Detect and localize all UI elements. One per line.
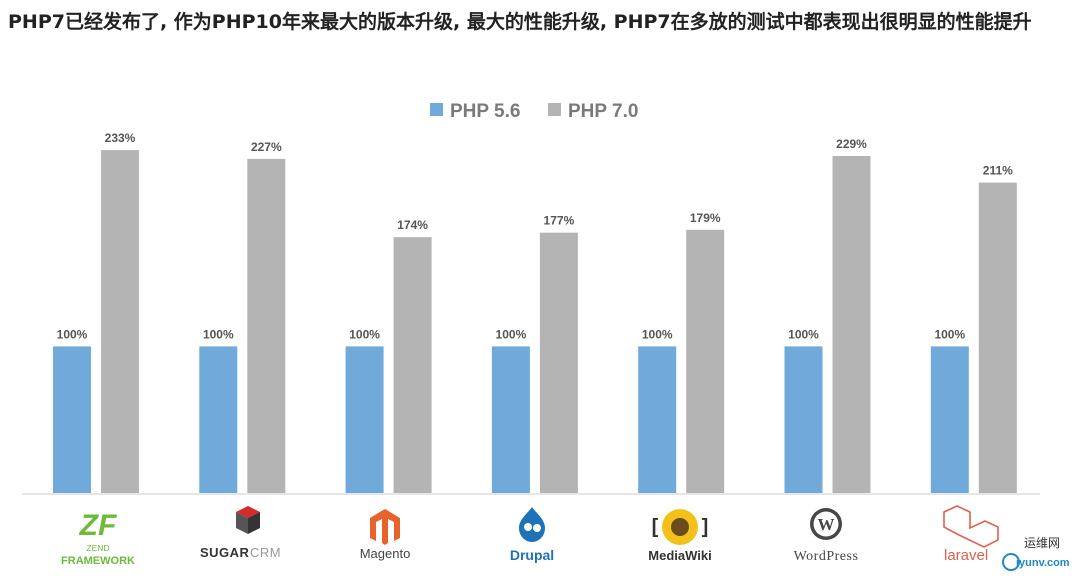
- data-label-php56-0: 100%: [57, 327, 88, 341]
- zend-logo-bottom: FRAMEWORK: [61, 555, 135, 567]
- legend-swatch-php70: [548, 103, 561, 116]
- magento-hex-icon: [370, 509, 400, 545]
- magento-logo-text: Magento: [360, 546, 411, 561]
- sugar-cube-icon: [236, 506, 260, 534]
- drupal-logo-text: Drupal: [510, 547, 554, 563]
- zend-framework-logo: ZF ZEND FRAMEWORK: [61, 509, 135, 567]
- data-label-php56-4: 100%: [642, 327, 673, 341]
- bar-php56-1: [199, 346, 238, 494]
- laravel-logo: laravel: [943, 505, 999, 564]
- data-label-php70-1: 227%: [251, 140, 282, 154]
- bar-php70-2: [393, 237, 432, 494]
- data-label-php56-6: 100%: [934, 327, 965, 341]
- bar-php56-4: [638, 346, 677, 494]
- watermark-domain: iyunv.com: [1016, 557, 1070, 569]
- data-label-php70-2: 174%: [397, 218, 428, 232]
- bar-php56-0: [53, 346, 91, 494]
- bar-php70-6: [978, 182, 1017, 494]
- data-label-php70-0: 233%: [105, 131, 136, 145]
- data-label-php56-5: 100%: [788, 327, 819, 341]
- svg-text:[: [: [652, 516, 659, 538]
- mediawiki-logo-text: MediaWiki: [648, 548, 711, 563]
- laravel-mark-icon: [943, 505, 999, 548]
- sunflower-icon: [ ]: [652, 509, 709, 545]
- bar-php56-3: [491, 346, 530, 494]
- bar-php56-6: [930, 346, 969, 494]
- bar-group: 100% 100% 100% 100% 100% 100% 100% 233% 227% 174%…: [53, 131, 1017, 495]
- watermark-name: 运维网: [1024, 536, 1060, 550]
- bar-php70-1: [247, 158, 286, 494]
- data-label-php56-2: 100%: [349, 327, 380, 341]
- data-label-php70-6: 211%: [983, 164, 1013, 178]
- legend-label-php56: PHP 5.6: [450, 101, 520, 122]
- bar-php70-4: [686, 229, 725, 495]
- legend-swatch-php56: [430, 103, 443, 116]
- site-watermark: 运维网 iyunv.com: [1002, 536, 1070, 571]
- data-label-php70-3: 177%: [544, 214, 575, 228]
- legend-label-php70: PHP 7.0: [568, 101, 638, 122]
- zend-logo-top: ZEND: [86, 543, 109, 553]
- laravel-logo-text: laravel: [944, 547, 988, 564]
- sugarcrm-logo: SUGAR CRM: [200, 506, 281, 560]
- bar-php56-5: [784, 346, 823, 494]
- watermark-ring-icon: [1002, 553, 1020, 571]
- zf-mark-icon: ZF: [79, 509, 117, 542]
- chart-legend: PHP 5.6 PHP 7.0: [430, 101, 638, 122]
- sugar-logo-part2: CRM: [250, 545, 281, 560]
- data-label-php56-3: 100%: [496, 327, 527, 341]
- data-label-php56-1: 100%: [203, 327, 234, 341]
- bar-php70-0: [101, 150, 139, 494]
- bar-php56-2: [345, 346, 384, 494]
- bar-php70-5: [832, 156, 871, 494]
- wordpress-logo-text: WordPress: [794, 549, 859, 564]
- bar-php70-3: [539, 232, 578, 494]
- wordpress-w-icon: W: [810, 508, 842, 540]
- article-heading: PHP7已经发布了, 作为PHP10年来最大的版本升级, 最大的性能升级, PH…: [8, 11, 1032, 33]
- svg-text:]: ]: [702, 516, 709, 538]
- wordpress-logo: W WordPress: [794, 508, 859, 564]
- sugar-logo-part1: SUGAR: [200, 545, 250, 560]
- svg-text:W: W: [818, 515, 835, 534]
- magento-logo: Magento: [360, 509, 411, 561]
- data-label-php70-5: 229%: [836, 137, 867, 151]
- drupal-logo: Drupal: [510, 507, 554, 563]
- drupal-drop-icon: [519, 507, 545, 542]
- mediawiki-logo: [ ] MediaWiki: [648, 509, 712, 563]
- framework-logos: ZF ZEND FRAMEWORK SUGAR CRM Magento Drup…: [61, 505, 999, 567]
- data-label-php70-4: 179%: [690, 211, 721, 225]
